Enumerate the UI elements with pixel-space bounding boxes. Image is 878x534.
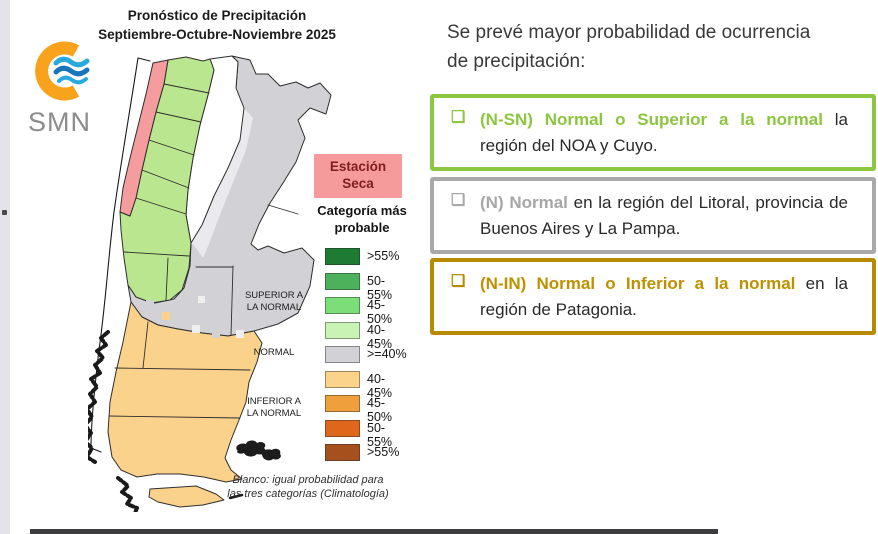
malvinas-islands-icon: [236, 440, 281, 461]
legend-label: >55%: [367, 445, 400, 459]
legend-swatch: [325, 420, 360, 437]
checkbox-bullet-icon: ❑: [451, 192, 466, 209]
dry-season-callout: Estación Seca: [314, 154, 402, 198]
dry-season-line2: Seca: [342, 176, 374, 191]
legend-category-superior: SUPERIOR A LA NORMAL: [232, 290, 316, 315]
superior-line1: SUPERIOR A: [244, 290, 304, 301]
forecast-box-lead: (N-IN) Normal o Inferior a la normal: [480, 274, 796, 293]
legend-heading-line1: Categoría más: [317, 203, 407, 218]
legend-label: 40-45%: [367, 323, 393, 351]
logo-orange-arc: [35, 41, 80, 101]
checkbox-bullet-icon: ❑: [451, 109, 466, 126]
legend-swatch: [325, 371, 360, 388]
left-gutter: [0, 0, 10, 534]
inferior-line1: INFERIOR A: [247, 396, 301, 407]
checkbox-bullet-icon: ❑: [451, 273, 466, 290]
smn-logo-text: SMN: [28, 107, 91, 137]
normal-line1: NORMAL: [253, 347, 295, 358]
inferior-line2: LA NORMAL: [246, 408, 302, 420]
legend-label: 45-50%: [367, 396, 393, 424]
legend-heading-line2: probable: [334, 219, 390, 235]
map-region-dry-season-pink: [119, 59, 169, 217]
map-province-borders: [108, 83, 299, 419]
superior-line2: LA NORMAL: [246, 302, 302, 314]
logo-wave-3: [57, 75, 88, 85]
dry-season-line1: Estación: [329, 159, 387, 175]
legend-swatch: [325, 322, 360, 339]
forecast-box-rest: la región del NOA y Cuyo.: [480, 110, 848, 155]
legend-swatch: [325, 273, 360, 290]
bottom-divider-bar: [30, 529, 718, 534]
legend-swatch: [325, 248, 360, 265]
forecast-box-superior: ❑ (N-SN) Normal o Superior a la normal l…: [430, 94, 876, 171]
footnote-line1: Blanco: igual probabilidad para: [232, 474, 384, 486]
forecast-box-text: (N) Normal en la región del Litoral, pro…: [480, 190, 848, 241]
legend-swatch: [325, 346, 360, 363]
legend-label: >55%: [367, 249, 400, 263]
legend-label: 40-45%: [367, 372, 393, 400]
legend-category-normal: NORMAL: [232, 347, 316, 359]
map-band-light: [191, 108, 253, 258]
legend-swatch: [325, 444, 360, 461]
forecast-box-text: (N-SN) Normal o Superior a la normal la …: [480, 107, 848, 158]
legend-swatch: [325, 297, 360, 314]
legend-footnote: Blanco: igual probabilidad para las tres…: [198, 473, 418, 502]
forecast-box-lead: (N) Normal: [480, 193, 568, 212]
smn-logo-icon: [30, 40, 100, 109]
logo-wave-2: [53, 65, 90, 77]
forecast-intro-text: Se prevé mayor probabilidad de ocurrenci…: [447, 22, 811, 72]
map-region-normal-gray: [127, 55, 332, 337]
page-title: Pronóstico de Precipitación Septiembre-O…: [47, 7, 387, 45]
chile-outline: [88, 57, 151, 512]
forecast-box-rest: en la región de Patagonia.: [480, 274, 848, 319]
forecast-box-lead: (N-SN) Normal o Superior a la normal: [480, 110, 823, 129]
legend-label: 45-50%: [367, 298, 393, 326]
tdf-east-dash: [228, 493, 244, 500]
left-edge-mark: [2, 210, 7, 215]
legend-label: >=40%: [367, 347, 407, 361]
forecast-box-inferior: ❑ (N-IN) Normal o Inferior a la normal e…: [430, 258, 876, 335]
title-line2: Septiembre-Octubre-Noviembre 2025: [98, 26, 336, 42]
legend-category-inferior: INFERIOR A LA NORMAL: [232, 396, 316, 421]
tierra-del-fuego: [148, 485, 225, 508]
footnote-line2: las tres categorías (Climatología): [227, 488, 389, 501]
legend-swatch: [325, 395, 360, 412]
legend-heading: Categoría más probable: [300, 203, 424, 237]
legend-label: 50-55%: [367, 274, 393, 302]
legend-label: 50-55%: [367, 421, 393, 449]
title-line1: Pronóstico de Precipitación: [127, 8, 307, 23]
argentina-forecast-map: [88, 55, 332, 512]
logo-wave-1: [53, 56, 90, 68]
forecast-box-rest: en la región del Litoral, provincia de B…: [480, 193, 848, 238]
map-pixel-blocks: [146, 296, 244, 338]
forecast-box-normal: ❑ (N) Normal en la región del Litoral, p…: [430, 177, 876, 254]
forecast-box-text: (N-IN) Normal o Inferior a la normal en …: [480, 271, 848, 322]
smn-logo-swirl-icon: [35, 41, 90, 101]
